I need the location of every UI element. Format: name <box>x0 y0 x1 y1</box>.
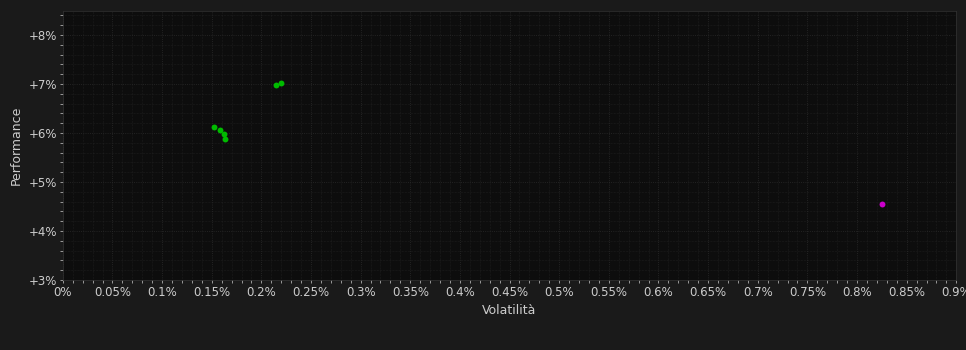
Point <box>273 80 289 86</box>
X-axis label: Volatilità: Volatilità <box>482 304 537 317</box>
Point <box>216 131 232 137</box>
Y-axis label: Performance: Performance <box>11 106 23 185</box>
Point <box>269 82 284 88</box>
Point <box>874 201 890 207</box>
Point <box>206 124 221 130</box>
Point <box>217 136 233 142</box>
Point <box>212 127 227 133</box>
